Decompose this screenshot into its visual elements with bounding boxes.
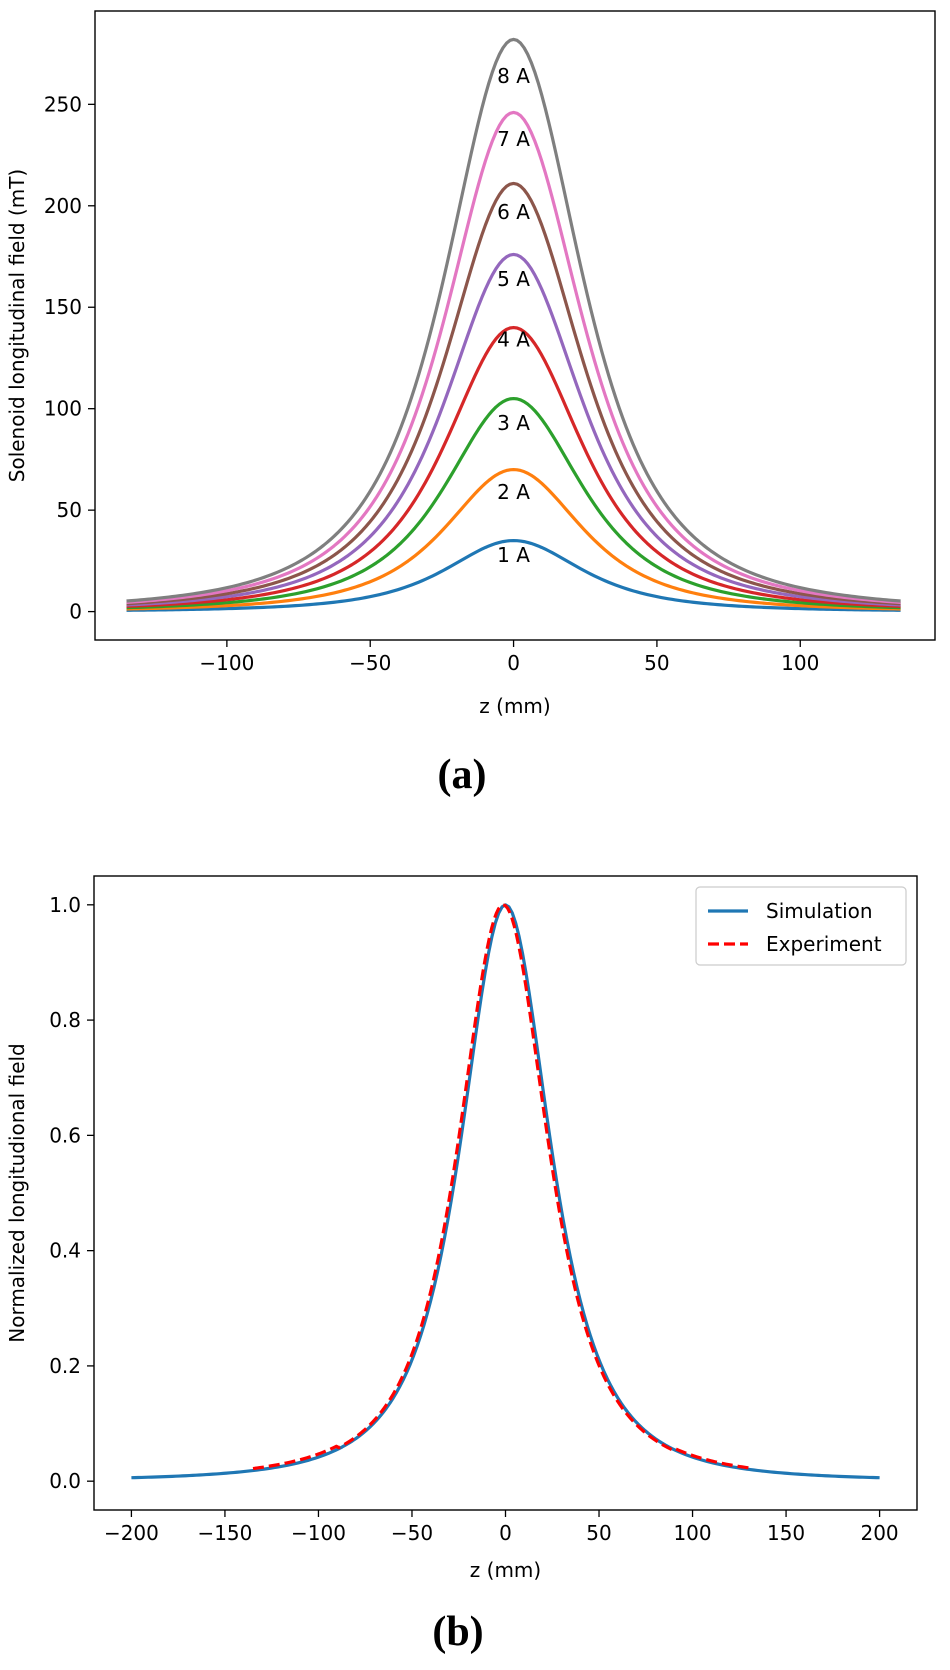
- chart-panel-a: −100 −50 0 50 100 0 50 100 150 200 250 z (mm) Soleno…: [5, 10, 936, 718]
- panel-a-y-tick-label: 250: [44, 92, 82, 116]
- panel-b-x-tick-label: 150: [767, 1521, 805, 1545]
- panel-a-label: (a): [438, 752, 487, 798]
- panel-a-x-tick-label: 100: [781, 651, 819, 675]
- series-label-8-a: 8 A: [497, 64, 530, 88]
- panel-a-x-tick-label: 50: [644, 651, 669, 675]
- panel-b-y-axis-label: Normalized longitudional field: [5, 1043, 29, 1343]
- series-line-4-a: [126, 325, 901, 608]
- series-line-simulation: [131, 903, 880, 1480]
- panel-b-x-tick-label: 200: [860, 1521, 898, 1545]
- panel-a-y-tick-label: 200: [44, 194, 82, 218]
- panel-b-x-tick-label: −200: [104, 1521, 159, 1545]
- panel-b-y-tick-label: 0.4: [49, 1239, 81, 1263]
- series-line-6-a: [126, 181, 901, 606]
- panel-b-label: (b): [432, 1609, 483, 1655]
- series-label-2-a: 2 A: [497, 480, 530, 504]
- series-label-4-a: 4 A: [497, 328, 530, 352]
- series-line-7-a: [126, 110, 901, 604]
- panel-b-y-tick-label: 0.8: [49, 1008, 81, 1032]
- series-line-experiment: [252, 903, 749, 1471]
- series-label-3-a: 3 A: [497, 411, 530, 435]
- panel-a-x-tick-label: −100: [199, 651, 254, 675]
- series-label-1-a: 1 A: [497, 543, 530, 567]
- panel-b-x-axis-label: z (mm): [470, 1558, 541, 1582]
- series-line-5-a: [126, 252, 901, 607]
- panel-b-x-tick-label: −150: [197, 1521, 252, 1545]
- series-line-8-a: [126, 37, 901, 603]
- series-line-3-a: [126, 396, 901, 610]
- series-label-5-a: 5 A: [497, 267, 530, 291]
- panel-a-y-tick-label: 150: [44, 295, 82, 319]
- panel-a-y-tick-label: 50: [57, 498, 82, 522]
- panel-b-y-tick-label: 0.6: [49, 1123, 81, 1147]
- panel-b-x-tick-label: −50: [391, 1521, 433, 1545]
- panel-b-y-tick-label: 1.0: [49, 893, 81, 917]
- chart-panel-b: −200 −150 −100 −50 0 50 100 150 200 0.0 0.2 0.4 0.6 0…: [5, 875, 918, 1582]
- legend-label-simulation: Simulation: [766, 899, 873, 923]
- legend-box: [695, 886, 907, 966]
- panel-a-plot-frame: [94, 10, 936, 641]
- panel-b-x-tick-label: 50: [586, 1521, 611, 1545]
- panel-b-plot-frame: [93, 875, 918, 1511]
- series-label-7-a: 7 A: [497, 127, 530, 151]
- panel-a-y-axis-label: Solenoid longitudinal field (mT): [5, 169, 29, 482]
- panel-b-x-tick-label: −100: [291, 1521, 346, 1545]
- series-line-1-a: [126, 538, 901, 612]
- legend-label-experiment: Experiment: [766, 932, 882, 956]
- panel-b-x-tick-label: 100: [673, 1521, 711, 1545]
- series-line-2-a: [126, 467, 901, 611]
- panel-b-x-tick-label: 0: [499, 1521, 512, 1545]
- series-label-6-a: 6 A: [497, 200, 530, 224]
- panel-a-x-tick-label: −50: [349, 651, 391, 675]
- panel-a-y-tick-label: 0: [69, 600, 82, 624]
- panel-a-x-axis-label: z (mm): [479, 694, 550, 718]
- panel-b-y-tick-label: 0.2: [49, 1354, 81, 1378]
- panel-a-y-tick-label: 100: [44, 397, 82, 421]
- panel-a-x-tick-label: 0: [507, 651, 520, 675]
- panel-b-y-tick-label: 0.0: [49, 1469, 81, 1493]
